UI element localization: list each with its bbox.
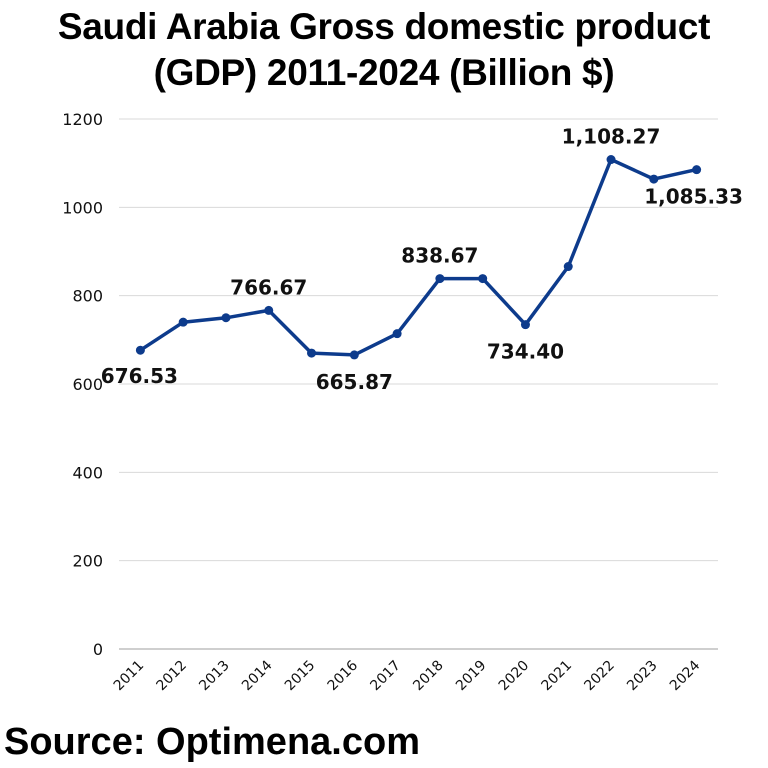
series-line [139,157,697,357]
x-tick-label: 2011 [111,658,148,695]
data-point-marker [221,313,231,323]
data-point-marker [563,262,573,272]
x-tick-label: 2023 [624,658,661,695]
data-label: 734.40 [487,340,564,364]
data-point-marker [606,155,616,165]
x-tick-label: 2018 [410,658,447,695]
chart-title: Saudi Arabia Gross domestic product (GDP… [0,4,768,96]
y-tick-label: 600 [72,375,103,394]
source-caption: Source: Optimena.com [4,721,420,763]
x-tick-label: 2015 [282,658,319,695]
x-tick-label: 2012 [153,658,190,695]
data-label: 676.53 [101,364,178,388]
data-label: 1,085.33 [644,185,743,209]
data-point-marker [520,320,530,330]
x-tick-label: 2013 [196,658,233,695]
x-tick-label: 2019 [453,658,490,695]
data-label: 665.87 [316,370,393,394]
data-point-marker [649,174,659,184]
data-point-marker [264,305,274,315]
y-tick-label: 200 [72,552,103,571]
data-point-marker [692,165,702,175]
data-point-marker [392,329,402,339]
x-tick-label: 2024 [667,657,704,694]
x-tick-label: 2020 [496,658,533,695]
data-point-marker [349,350,359,360]
y-tick-label: 1200 [62,110,103,129]
data-point-marker [307,348,317,358]
y-tick-label: 800 [72,287,103,306]
chart-title-line-2: (GDP) 2011-2024 (Billion $) [153,52,615,93]
y-tick-label: 0 [93,640,103,659]
data-label: 1,108.27 [562,125,661,149]
data-point-marker [135,345,145,355]
x-axis-ticks: 2011 2012 2013 2014 2015 2016 2017 2018 2019 2020… [111,657,704,694]
gdp-series [135,155,702,360]
data-point-marker [435,274,445,284]
x-tick-label: 2017 [367,658,404,695]
data-labels: 676.53 766.67 665.87 838.67 734.40 1,108.27 1,… [101,125,743,394]
y-tick-label: 400 [72,463,103,482]
y-axis-ticks: 0 200 400 600 800 1000 1200 [62,110,103,659]
data-label: 838.67 [401,244,478,268]
y-tick-label: 1000 [62,198,103,217]
data-point-marker [178,317,188,327]
x-tick-label: 2021 [539,658,576,695]
data-point-marker [478,274,488,284]
chart-title-line-1: Saudi Arabia Gross domestic product [57,6,711,47]
x-tick-label: 2014 [239,657,276,694]
gridlines [119,118,718,650]
data-label: 766.67 [230,275,307,299]
x-tick-label: 2022 [581,658,618,695]
x-tick-label: 2016 [325,657,362,694]
